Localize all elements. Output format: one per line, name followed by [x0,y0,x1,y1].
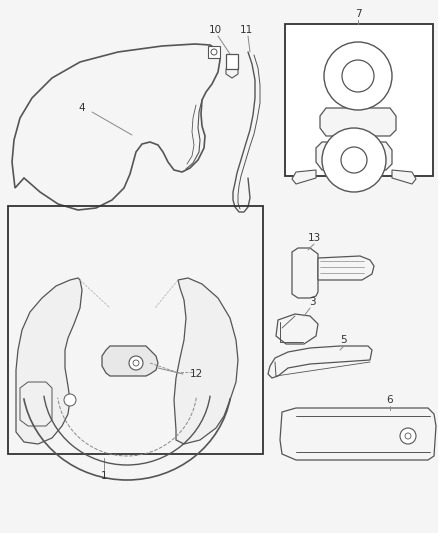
Circle shape [321,128,385,192]
Polygon shape [315,142,391,170]
Bar [284,24,432,176]
Text: 1: 1 [100,471,107,481]
Polygon shape [317,256,373,280]
Text: 7: 7 [354,9,360,19]
Circle shape [323,42,391,110]
Polygon shape [102,346,158,376]
Circle shape [129,356,143,370]
Bar [208,46,219,58]
Polygon shape [319,108,395,136]
Polygon shape [276,314,317,344]
Polygon shape [267,346,371,378]
Polygon shape [173,278,237,444]
Circle shape [64,394,76,406]
Polygon shape [291,170,315,184]
Circle shape [399,428,415,444]
Text: 3: 3 [308,297,314,307]
Polygon shape [291,248,317,298]
Polygon shape [279,408,435,460]
Text: 12: 12 [189,369,202,379]
Text: 11: 11 [239,25,252,35]
Bar [226,54,237,69]
Text: 4: 4 [78,103,85,113]
Text: 6: 6 [386,395,392,405]
Circle shape [133,360,139,366]
Circle shape [341,60,373,92]
Text: 5: 5 [340,335,346,345]
Polygon shape [391,170,415,184]
Text: 13: 13 [307,233,320,243]
Text: 10: 10 [208,25,221,35]
Polygon shape [16,278,82,444]
Bar [8,206,262,454]
Circle shape [340,147,366,173]
Circle shape [211,49,216,55]
Polygon shape [12,44,219,210]
Circle shape [404,433,410,439]
